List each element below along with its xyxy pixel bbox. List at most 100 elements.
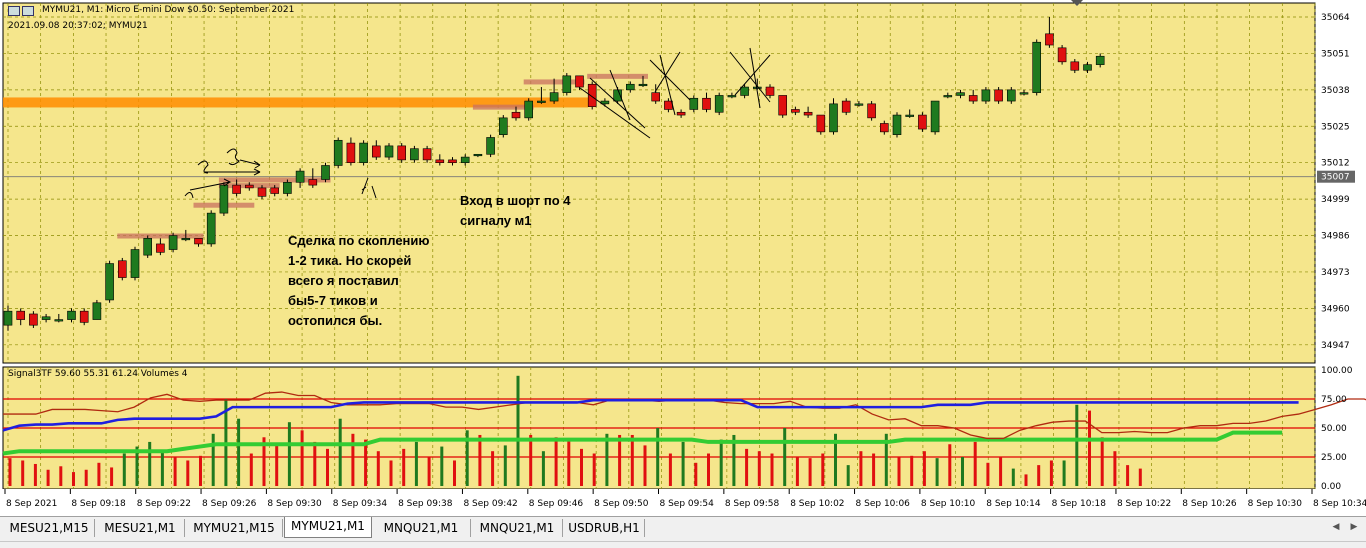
bear-candle [118, 260, 127, 278]
volume-bar [453, 460, 456, 486]
bear-candle [994, 89, 1003, 102]
volume-bar [630, 434, 634, 486]
tab-mesu21-m1[interactable]: MESU21,M1 [96, 519, 185, 537]
volume-bar [846, 465, 850, 486]
hand-cross-1 [579, 69, 651, 139]
scroll-marker-icon[interactable] [1071, 0, 1083, 6]
price-label: 34973 [1321, 268, 1350, 278]
bull-candle [625, 83, 635, 91]
volume-bar [402, 448, 406, 486]
price-zone [218, 177, 331, 183]
volume-bar [1075, 404, 1079, 486]
volume-bar [59, 466, 63, 486]
bull-candle [219, 184, 229, 214]
bear-candle [791, 109, 800, 113]
hand-cross-3 [729, 47, 771, 109]
bear-candle [702, 97, 711, 110]
bear-candle [270, 187, 280, 194]
hand-arrow-2 [197, 160, 261, 176]
bear-candle [16, 310, 26, 320]
bull-candle [1095, 55, 1105, 65]
price-label: 34986 [1321, 232, 1350, 242]
volume-bar [770, 453, 774, 486]
volume-bar [72, 472, 75, 486]
bull-candle [1019, 92, 1029, 95]
volume-bar [1138, 468, 1142, 486]
bottom-ruler [0, 541, 1366, 548]
volume-bar [1100, 437, 1104, 486]
price-zone [472, 104, 534, 110]
time-label: 8 Sep 09:46 [529, 499, 584, 509]
price-label: 35025 [1321, 122, 1350, 132]
tab-scroll-left-icon[interactable]: ◀ [1332, 522, 1340, 532]
bear-candle [511, 111, 521, 119]
bull-candle [321, 165, 330, 180]
price-label: 34960 [1321, 304, 1350, 314]
bear-candle [1057, 47, 1067, 63]
indicator-scale-label: 100.00 [1321, 366, 1353, 376]
bull-candle [689, 97, 699, 110]
volume-bar [910, 455, 914, 486]
price-label: 35012 [1321, 159, 1350, 169]
volume-bar [859, 451, 863, 486]
symbol-tab-bar: MESU21,M15 MESU21,M1 MYMU21,M15 MYMU21,M1 MN… [0, 516, 1366, 548]
volume-bar [351, 433, 355, 486]
volume-bar [1024, 474, 1028, 486]
bear-candle [371, 145, 381, 158]
tab-scroll-right-icon[interactable]: ▶ [1350, 522, 1358, 532]
tab-mymu21-m1[interactable]: MYMU21,M1 [284, 517, 372, 538]
time-label: 8 Sep 10:34 [1313, 499, 1366, 509]
tab-mnqu21-m1[interactable]: MNQU21,M1 [372, 519, 471, 537]
volume-bar [186, 460, 190, 486]
volume-bar [986, 462, 990, 486]
volume-bar [808, 458, 812, 486]
bear-candle [346, 142, 356, 163]
volume-bar [8, 458, 12, 486]
tab-usdrub-h1[interactable]: USDRUB,H1 [564, 519, 645, 537]
volume-bar [97, 462, 101, 486]
bear-candle [29, 313, 38, 326]
volume-bar [884, 433, 888, 486]
volume-bar [897, 457, 901, 486]
bear-candle [308, 179, 318, 186]
volume-bar [668, 453, 672, 486]
bull-candle [92, 302, 102, 320]
bear-candle [397, 145, 407, 161]
bull-candle [956, 92, 965, 96]
volume-bar [516, 375, 520, 486]
volume-bar [465, 430, 469, 486]
time-label: 8 Sep 10:30 [1248, 499, 1303, 509]
time-label: 8 Sep 09:18 [71, 499, 126, 509]
bear-candle [587, 83, 597, 107]
bull-candle [54, 319, 64, 322]
bear-candle [651, 92, 661, 102]
volume-bar [783, 428, 787, 486]
volume-bar [935, 458, 939, 486]
bull-candle [473, 153, 483, 157]
time-label: 8 Sep 2021 [6, 499, 57, 509]
tab-mnqu21-m1[interactable]: MNQU21,M1 [472, 519, 563, 537]
volume-bar [745, 448, 749, 486]
bull-candle [460, 156, 470, 163]
volume-bar [580, 448, 583, 486]
bear-candle [1045, 33, 1054, 46]
price-label: 35038 [1321, 86, 1350, 96]
volume-bar [795, 457, 799, 486]
volume-bar [326, 448, 329, 486]
volume-bar [1011, 468, 1015, 486]
indicator-scale-label: 0.00 [1321, 482, 1341, 492]
volume-bar [681, 441, 685, 486]
volume-bar [491, 451, 495, 486]
chart-info: 2021.09.08 20:37:02; MYMU21 [8, 21, 148, 31]
main-chart-panel[interactable] [2, 2, 1316, 364]
bull-candle [41, 316, 51, 320]
tab-mymu21-m15[interactable]: MYMU21,M15 [186, 519, 283, 537]
volume-bar [1113, 451, 1117, 486]
bull-candle [892, 114, 902, 135]
price-label: 35051 [1321, 49, 1350, 59]
time-label: 8 Sep 09:54 [660, 499, 715, 509]
indicator-scale-label: 75.00 [1321, 395, 1347, 405]
volume-bar [707, 453, 710, 486]
bear-candle [422, 148, 432, 161]
tab-mesu21-m15[interactable]: MESU21,M15 [4, 519, 95, 537]
